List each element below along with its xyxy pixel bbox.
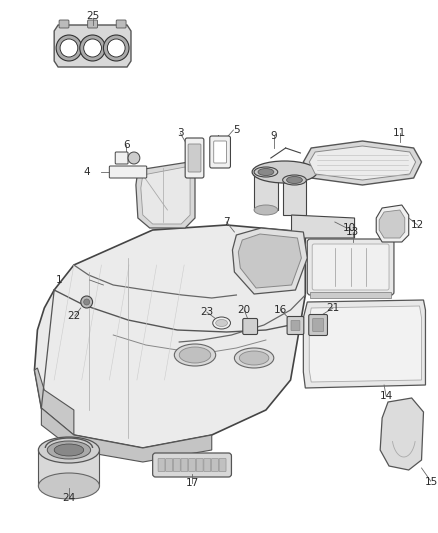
Text: 7: 7: [223, 217, 230, 227]
Ellipse shape: [234, 348, 274, 368]
FancyBboxPatch shape: [309, 314, 328, 335]
Text: 13: 13: [346, 227, 359, 237]
Circle shape: [107, 39, 125, 57]
Text: 12: 12: [411, 220, 424, 230]
FancyBboxPatch shape: [158, 458, 165, 472]
Polygon shape: [304, 141, 421, 185]
FancyBboxPatch shape: [196, 458, 203, 472]
Polygon shape: [39, 450, 99, 486]
Polygon shape: [233, 228, 307, 294]
Ellipse shape: [213, 317, 230, 329]
Polygon shape: [141, 167, 190, 224]
Text: 24: 24: [62, 493, 76, 503]
Text: 11: 11: [393, 128, 406, 138]
Ellipse shape: [258, 168, 274, 175]
Ellipse shape: [215, 319, 227, 327]
FancyBboxPatch shape: [204, 458, 211, 472]
Text: 17: 17: [185, 478, 199, 488]
Text: 23: 23: [200, 307, 213, 317]
FancyBboxPatch shape: [188, 144, 201, 172]
Circle shape: [84, 39, 102, 57]
Ellipse shape: [286, 176, 302, 183]
Polygon shape: [379, 210, 405, 238]
Text: 25: 25: [86, 11, 99, 21]
Circle shape: [81, 296, 92, 308]
Text: 16: 16: [274, 305, 287, 315]
FancyBboxPatch shape: [291, 320, 300, 330]
FancyBboxPatch shape: [59, 20, 69, 28]
FancyBboxPatch shape: [181, 458, 188, 472]
Polygon shape: [35, 368, 74, 435]
FancyBboxPatch shape: [312, 244, 389, 290]
Text: 6: 6: [123, 140, 129, 150]
Text: 5: 5: [233, 125, 240, 135]
Circle shape: [56, 35, 82, 61]
FancyBboxPatch shape: [166, 458, 173, 472]
Ellipse shape: [254, 167, 278, 177]
Text: 3: 3: [177, 128, 184, 138]
Ellipse shape: [254, 205, 278, 215]
Text: 9: 9: [271, 131, 277, 141]
FancyBboxPatch shape: [115, 152, 128, 164]
FancyBboxPatch shape: [214, 141, 226, 163]
Circle shape: [84, 299, 90, 305]
Ellipse shape: [283, 175, 306, 185]
Polygon shape: [35, 225, 305, 448]
Text: 20: 20: [238, 305, 251, 315]
FancyBboxPatch shape: [210, 136, 230, 168]
Ellipse shape: [54, 444, 84, 456]
Circle shape: [60, 39, 78, 57]
Text: 15: 15: [425, 477, 438, 487]
Text: 21: 21: [326, 303, 339, 313]
Ellipse shape: [39, 473, 99, 499]
FancyBboxPatch shape: [153, 453, 231, 477]
FancyBboxPatch shape: [88, 20, 98, 28]
FancyBboxPatch shape: [243, 319, 258, 335]
Polygon shape: [380, 398, 424, 470]
Polygon shape: [309, 146, 416, 180]
Text: 22: 22: [67, 311, 81, 321]
FancyBboxPatch shape: [212, 458, 219, 472]
Ellipse shape: [239, 351, 269, 365]
Polygon shape: [292, 215, 354, 238]
Circle shape: [80, 35, 106, 61]
FancyBboxPatch shape: [173, 458, 180, 472]
Polygon shape: [310, 292, 391, 298]
FancyBboxPatch shape: [110, 166, 147, 178]
Text: 10: 10: [343, 223, 356, 233]
Ellipse shape: [179, 347, 211, 363]
FancyBboxPatch shape: [307, 239, 394, 295]
Polygon shape: [254, 170, 278, 210]
Polygon shape: [309, 306, 421, 382]
Ellipse shape: [174, 344, 215, 366]
Polygon shape: [136, 162, 195, 228]
Circle shape: [128, 152, 140, 164]
Ellipse shape: [39, 437, 99, 463]
Text: 4: 4: [83, 167, 90, 177]
Circle shape: [103, 35, 129, 61]
FancyBboxPatch shape: [219, 458, 226, 472]
Text: 14: 14: [379, 391, 393, 401]
FancyBboxPatch shape: [189, 458, 195, 472]
Polygon shape: [283, 178, 306, 215]
Polygon shape: [54, 25, 131, 67]
FancyBboxPatch shape: [313, 319, 324, 332]
Text: 1: 1: [56, 275, 62, 285]
Polygon shape: [304, 300, 425, 388]
FancyBboxPatch shape: [185, 138, 204, 178]
Ellipse shape: [47, 441, 91, 459]
FancyBboxPatch shape: [287, 317, 304, 335]
Polygon shape: [238, 234, 301, 288]
Polygon shape: [41, 408, 212, 462]
Ellipse shape: [252, 161, 317, 183]
FancyBboxPatch shape: [116, 20, 126, 28]
Polygon shape: [376, 205, 409, 242]
